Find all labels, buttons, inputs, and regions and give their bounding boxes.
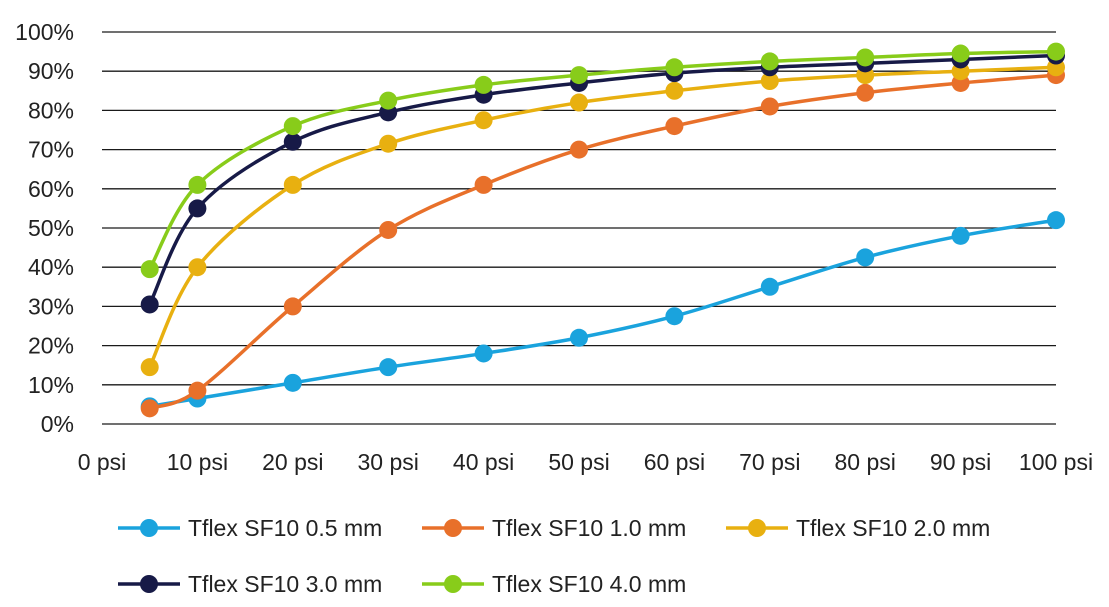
y-tick-label: 0% bbox=[41, 411, 74, 437]
data-point bbox=[1047, 42, 1065, 61]
data-point bbox=[474, 111, 493, 130]
data-point bbox=[856, 248, 875, 267]
data-point bbox=[951, 226, 970, 245]
y-tick-label: 10% bbox=[28, 372, 74, 398]
x-tick-label: 40 psi bbox=[453, 449, 514, 475]
legend-item: Tflex SF10 4.0 mm bbox=[422, 571, 686, 597]
data-point bbox=[570, 66, 588, 85]
y-tick-label: 90% bbox=[28, 58, 74, 84]
data-point bbox=[760, 277, 779, 296]
data-point bbox=[140, 295, 159, 314]
series-group bbox=[140, 42, 1065, 418]
data-point bbox=[570, 140, 588, 159]
y-tick-label: 40% bbox=[28, 254, 74, 280]
x-tick-label: 70 psi bbox=[739, 449, 800, 475]
data-point bbox=[951, 44, 970, 63]
data-point bbox=[283, 132, 302, 151]
data-point bbox=[665, 307, 684, 326]
legend-label: Tflex SF10 1.0 mm bbox=[492, 515, 686, 541]
legend-label: Tflex SF10 2.0 mm bbox=[796, 515, 990, 541]
legend: Tflex SF10 0.5 mm Tflex SF10 1.0 mm Tflex … bbox=[118, 515, 990, 597]
x-tick-label: 50 psi bbox=[548, 449, 609, 475]
data-point bbox=[474, 75, 493, 94]
y-tick-label: 80% bbox=[28, 97, 74, 123]
data-point bbox=[283, 373, 302, 392]
legend-marker bbox=[444, 519, 462, 537]
legend-item: Tflex SF10 3.0 mm bbox=[118, 571, 382, 597]
y-tick-label: 20% bbox=[28, 333, 74, 359]
y-tick-label: 60% bbox=[28, 176, 74, 202]
legend-item: Tflex SF10 2.0 mm bbox=[726, 515, 990, 541]
data-point bbox=[379, 134, 398, 153]
y-tick-label: 70% bbox=[28, 137, 74, 163]
legend-label: Tflex SF10 4.0 mm bbox=[492, 571, 686, 597]
data-point bbox=[474, 175, 493, 194]
data-point bbox=[283, 117, 302, 136]
y-tick-label: 100% bbox=[15, 19, 74, 45]
legend-item: Tflex SF10 0.5 mm bbox=[118, 515, 382, 541]
legend-label: Tflex SF10 0.5 mm bbox=[188, 515, 382, 541]
series-3 bbox=[140, 58, 1065, 377]
x-tick-label: 30 psi bbox=[358, 449, 419, 475]
data-point bbox=[379, 220, 398, 239]
x-tick-label: 100 psi bbox=[1019, 449, 1093, 475]
data-point bbox=[188, 258, 207, 277]
legend-marker bbox=[748, 519, 766, 537]
data-point bbox=[570, 93, 588, 112]
data-point bbox=[140, 399, 159, 418]
x-tick-label: 10 psi bbox=[167, 449, 228, 475]
data-point bbox=[760, 72, 779, 90]
x-tick-label: 80 psi bbox=[835, 449, 896, 475]
data-point bbox=[760, 52, 779, 71]
legend-marker bbox=[140, 519, 158, 537]
x-axis-ticks: 0 psi 10 psi 20 psi 30 psi 40 psi 50 psi 60 ps… bbox=[78, 449, 1093, 475]
data-point bbox=[1047, 211, 1065, 230]
data-point bbox=[283, 297, 302, 316]
legend-item: Tflex SF10 1.0 mm bbox=[422, 515, 686, 541]
series-line bbox=[147, 65, 1058, 369]
data-point bbox=[188, 199, 207, 218]
data-point bbox=[474, 344, 493, 363]
x-tick-label: 20 psi bbox=[262, 449, 323, 475]
y-tick-label: 50% bbox=[28, 215, 74, 241]
y-axis-ticks: 0% 10% 20% 30% 40% 50% 60% 70% 80% 90% 100% bbox=[15, 19, 74, 437]
data-point bbox=[379, 358, 398, 377]
x-tick-label: 0 psi bbox=[78, 449, 127, 475]
series-line bbox=[147, 49, 1058, 271]
data-point bbox=[140, 260, 159, 279]
legend-marker bbox=[444, 575, 462, 593]
data-point bbox=[760, 97, 779, 116]
legend-label: Tflex SF10 3.0 mm bbox=[188, 571, 382, 597]
y-tick-label: 30% bbox=[28, 293, 74, 319]
data-point bbox=[140, 358, 159, 377]
data-point bbox=[570, 328, 588, 347]
series-line bbox=[147, 73, 1058, 411]
data-point bbox=[665, 81, 684, 100]
series-5 bbox=[140, 42, 1065, 279]
legend-marker bbox=[140, 575, 158, 593]
data-point bbox=[856, 83, 875, 102]
data-point bbox=[665, 58, 684, 77]
data-point bbox=[283, 175, 302, 194]
data-point bbox=[665, 117, 684, 136]
data-point bbox=[188, 175, 207, 194]
x-tick-label: 60 psi bbox=[644, 449, 705, 475]
data-point bbox=[188, 381, 207, 400]
data-point bbox=[379, 91, 398, 110]
x-tick-label: 90 psi bbox=[930, 449, 991, 475]
data-point bbox=[856, 48, 875, 67]
